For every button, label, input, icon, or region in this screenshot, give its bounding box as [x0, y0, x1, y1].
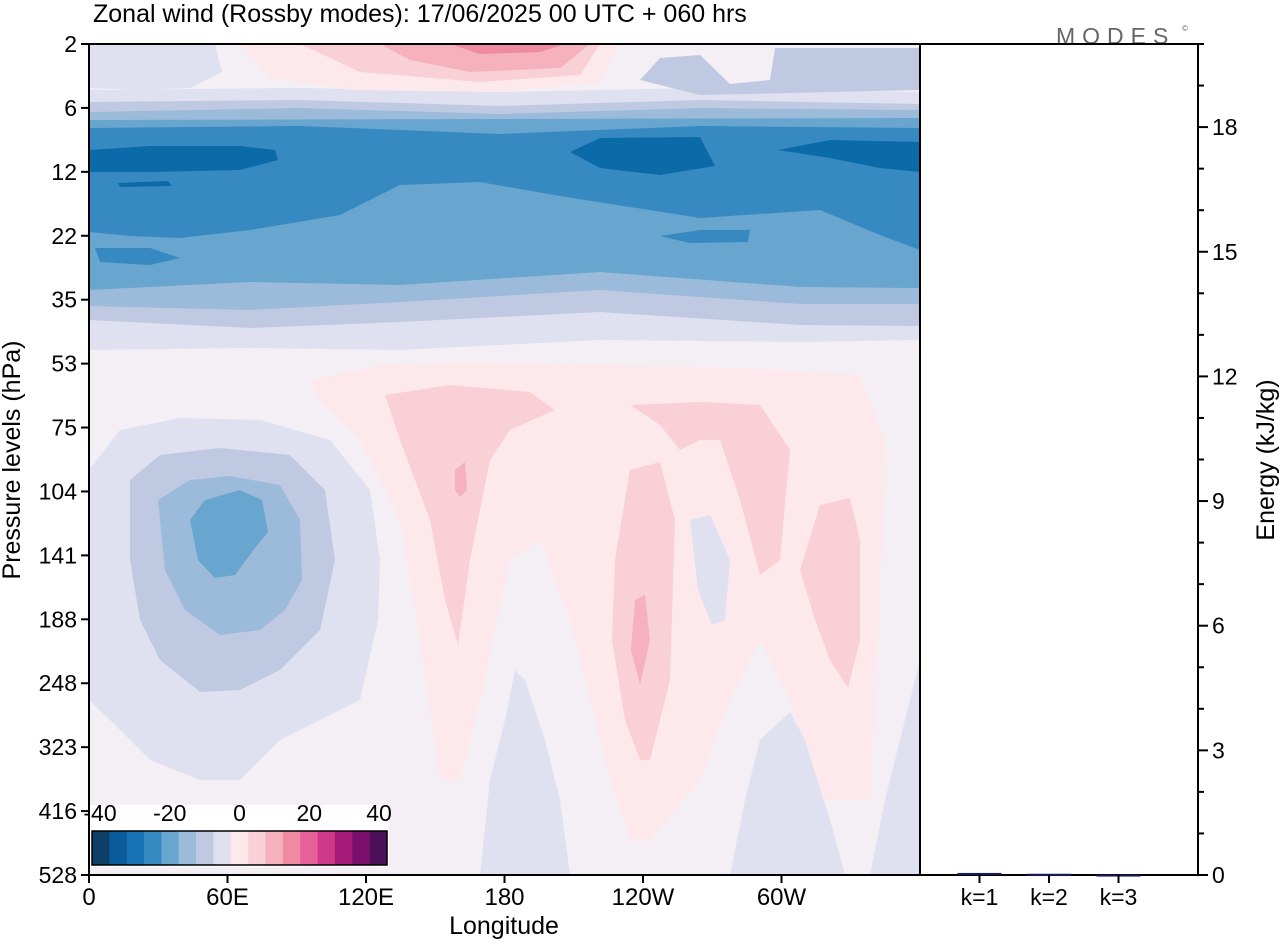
- contour-core-small: [118, 181, 172, 187]
- energy-tick-label: 15: [1212, 239, 1238, 265]
- y-axis: 2 6 12 22 35 53 75 104 141 188 248 323 416 528: [39, 31, 89, 888]
- colorbar-swatch: [334, 831, 353, 865]
- colorbar-swatch: [161, 831, 180, 865]
- energy-axis: 0 3 6 9 12 15 18: [1198, 43, 1238, 888]
- contour-vortex-c5: [190, 490, 268, 578]
- energy-bars: k=1 k=2 k=3: [957, 872, 1141, 910]
- contour-trop-w2-d: [800, 498, 860, 688]
- y-tick-label: 188: [39, 606, 77, 632]
- contour-top-w4: [450, 44, 565, 54]
- y-tick-label: 528: [39, 862, 77, 888]
- colorbar-swatch: [230, 831, 249, 865]
- colorbar-swatch: [126, 831, 145, 865]
- contour-core-left: [89, 146, 278, 172]
- contour-trop-neg-mid: [690, 515, 730, 625]
- energy-axis-label: Energy (kJ/kg): [1252, 379, 1280, 540]
- energy-x-tick-label: k=3: [1100, 884, 1138, 910]
- x-tick-label: 120E: [338, 884, 394, 911]
- y-tick-label: 22: [51, 223, 77, 249]
- y-tick-label: 323: [39, 734, 77, 760]
- contour-plot: [89, 44, 920, 875]
- colorbar-tick-label: -40: [83, 800, 116, 826]
- modes-logo: MODES ©: [1056, 23, 1188, 49]
- contour-core-right1: [570, 137, 715, 175]
- energy-tick-label: 6: [1212, 613, 1225, 639]
- colorbar-tick-label: 0: [233, 800, 246, 826]
- y-tick-label: 6: [64, 95, 77, 121]
- logo-mark: ©: [1182, 24, 1188, 33]
- colorbar-swatch: [317, 831, 336, 865]
- y-tick-label: 141: [39, 542, 77, 568]
- energy-tick-label: 0: [1212, 862, 1225, 888]
- y-tick-label: 104: [39, 478, 78, 504]
- contour-strat-c4: [89, 126, 920, 250]
- x-tick-label: 60W: [757, 884, 807, 911]
- colorbar-swatch: [92, 831, 110, 865]
- y-tick-label: 12: [51, 159, 77, 185]
- colorbar-swatch: [144, 831, 162, 865]
- contour-strat-patch-left: [95, 248, 180, 265]
- colorbar-swatch: [109, 831, 128, 865]
- energy-tick-label: 3: [1212, 737, 1225, 763]
- colorbar-swatch: [352, 831, 370, 865]
- colorbar-swatch: [248, 831, 266, 865]
- contour-trop-w3-a: [455, 462, 467, 497]
- contour-trop-w2-b: [630, 402, 790, 575]
- energy-frame: [919, 43, 1199, 876]
- y-axis-label: Pressure levels (hPa): [0, 341, 26, 580]
- energy-tick-label: 18: [1212, 114, 1238, 140]
- x-tick-label: 60E: [206, 884, 249, 911]
- contour-strat-patch-right: [660, 230, 750, 243]
- contour-trop-w3-b: [631, 595, 650, 685]
- colorbar-swatch: [282, 831, 301, 865]
- contour-bottom-neg-3: [870, 660, 920, 875]
- y-tick-label: 35: [51, 287, 77, 313]
- contour-core-right2: [778, 140, 920, 172]
- colorbar-swatch: [213, 831, 232, 865]
- y-tick-label: 248: [39, 670, 77, 696]
- colorbar-frame: [91, 830, 388, 866]
- logo-text: MODES: [1056, 23, 1175, 49]
- energy-x-tick-label: k=2: [1030, 884, 1068, 910]
- x-axis: 0 60E 120E 180 120W 60W: [82, 875, 807, 911]
- energy-bar: [1027, 873, 1071, 876]
- energy-tick-label: 12: [1212, 363, 1238, 389]
- contour-bottom-neg-2: [730, 712, 845, 875]
- x-tick-label: 0: [82, 884, 95, 911]
- x-axis-label: Longitude: [449, 912, 559, 940]
- colorbar: -40 -20 0 20 40: [83, 800, 392, 867]
- y-tick-label: 75: [51, 415, 77, 441]
- colorbar-swatch: [178, 831, 197, 865]
- colorbar-tick-label: 40: [366, 800, 392, 826]
- energy-tick-label: 9: [1212, 488, 1225, 514]
- colorbar-swatch: [265, 831, 284, 865]
- y-tick-label: 53: [51, 351, 77, 377]
- energy-bar: [957, 872, 1002, 875]
- contour-bottom-neg-1: [480, 670, 570, 875]
- colorbar-swatch: [369, 831, 388, 865]
- y-tick-label: 416: [39, 798, 77, 824]
- x-tick-label: 120W: [612, 884, 675, 911]
- colorbar-swatch: [196, 831, 214, 865]
- contour-trop-w2-a: [385, 385, 555, 645]
- colorbar-tick-label: 20: [296, 800, 322, 826]
- chart-title: Zonal wind (Rossby modes): 17/06/2025 00…: [93, 0, 747, 28]
- contour-top-neg-right: [640, 48, 920, 95]
- x-tick-label: 180: [484, 884, 524, 911]
- y-tick-label: 2: [64, 31, 77, 57]
- colorbar-tick-label: -20: [153, 800, 186, 826]
- colorbar-swatch: [300, 831, 318, 865]
- contour-top-neg-left: [89, 44, 222, 90]
- energy-x-tick-label: k=1: [961, 884, 999, 910]
